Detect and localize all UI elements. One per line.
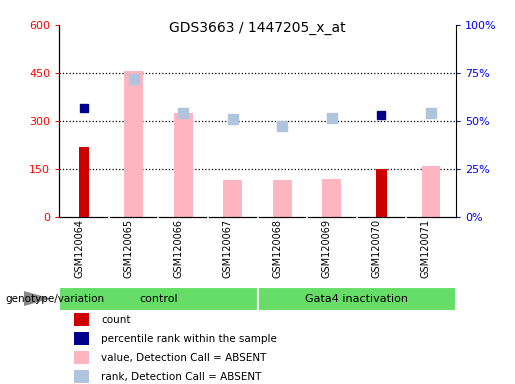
- Bar: [74, 313, 89, 326]
- Text: GSM120065: GSM120065: [124, 219, 133, 278]
- Bar: [224, 180, 242, 217]
- Bar: [174, 113, 193, 217]
- Text: GSM120066: GSM120066: [173, 219, 183, 278]
- Bar: [59, 286, 258, 311]
- Text: rank, Detection Call = ABSENT: rank, Detection Call = ABSENT: [101, 372, 262, 382]
- Text: percentile rank within the sample: percentile rank within the sample: [101, 334, 277, 344]
- Text: GSM120064: GSM120064: [74, 219, 84, 278]
- Text: value, Detection Call = ABSENT: value, Detection Call = ABSENT: [101, 353, 266, 363]
- Bar: [273, 180, 291, 217]
- Bar: [74, 351, 89, 364]
- Text: GDS3663 / 1447205_x_at: GDS3663 / 1447205_x_at: [169, 21, 346, 35]
- Text: GSM120071: GSM120071: [421, 219, 431, 278]
- Text: GSM120070: GSM120070: [371, 219, 382, 278]
- Text: GSM120068: GSM120068: [272, 219, 282, 278]
- Text: GSM120067: GSM120067: [222, 219, 233, 278]
- Text: genotype/variation: genotype/variation: [5, 293, 104, 304]
- Bar: [74, 370, 89, 383]
- Text: control: control: [139, 293, 178, 304]
- Bar: [74, 332, 89, 345]
- Bar: [376, 169, 387, 217]
- Text: GSM120069: GSM120069: [322, 219, 332, 278]
- Polygon shape: [24, 291, 50, 306]
- Bar: [422, 166, 440, 217]
- Bar: [258, 286, 456, 311]
- Bar: [124, 71, 143, 217]
- Bar: [79, 147, 90, 217]
- Text: count: count: [101, 315, 131, 325]
- Text: Gata4 inactivation: Gata4 inactivation: [305, 293, 408, 304]
- Bar: [322, 179, 341, 217]
